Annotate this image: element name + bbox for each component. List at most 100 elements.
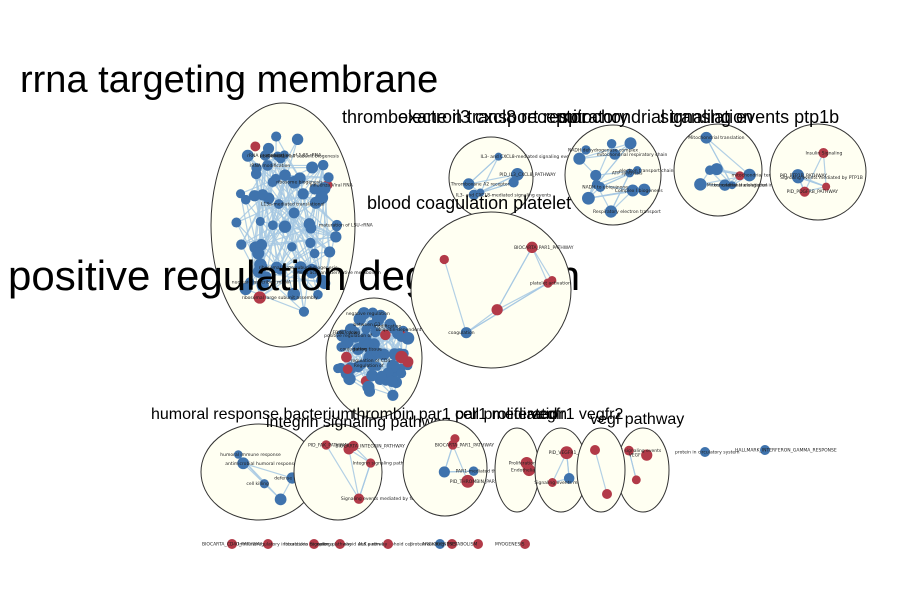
gene-set-node[interactable]	[625, 168, 635, 178]
gene-set-node[interactable]	[361, 324, 371, 334]
gene-set-node[interactable]	[606, 139, 617, 149]
gene-set-node[interactable]	[387, 389, 399, 401]
gene-set-node[interactable]	[396, 368, 407, 379]
gene-set-node[interactable]	[343, 443, 355, 455]
gene-set-node[interactable]	[324, 246, 336, 258]
gene-set-node[interactable]	[581, 145, 591, 155]
gene-set-node[interactable]	[439, 254, 449, 265]
gene-set-node[interactable]	[309, 196, 322, 209]
singleton-node[interactable]: Immunoregulatory interactions between a …	[238, 539, 413, 549]
gene-set-node[interactable]	[760, 445, 770, 455]
gene-set-node[interactable]	[305, 237, 316, 249]
gene-set-node[interactable]	[547, 276, 557, 285]
gene-set-node[interactable]	[305, 263, 319, 277]
gene-set-node[interactable]	[491, 304, 503, 316]
singleton-node[interactable]: HALLMARK_INTERFERON_GAMMA_RESPONSE	[735, 445, 837, 455]
gene-set-node[interactable]	[799, 186, 810, 197]
cluster-signaling[interactable]: Signaling events mediated by PTP1BPID_PT…	[660, 107, 867, 221]
gene-set-node[interactable]	[317, 159, 329, 171]
gene-set-node[interactable]	[309, 248, 320, 259]
gene-set-node[interactable]	[563, 473, 575, 484]
singleton-node[interactable]: Signaling pathway	[310, 539, 352, 549]
gene-set-node[interactable]	[234, 450, 243, 459]
gene-set-node[interactable]	[255, 216, 265, 226]
gene-set-node[interactable]	[309, 539, 319, 549]
gene-set-node[interactable]	[309, 184, 320, 195]
gene-set-node[interactable]	[287, 242, 297, 252]
gene-set-node[interactable]	[330, 231, 342, 243]
gene-set-node[interactable]	[476, 188, 485, 197]
gene-set-node[interactable]	[275, 264, 286, 275]
gene-set-node[interactable]	[273, 199, 284, 209]
cluster-humoral[interactable]: defense response to bacteriumantimicrobi…	[151, 406, 354, 521]
gene-set-node[interactable]	[450, 434, 460, 444]
cluster-mito[interactable]: Mitochondrial translational initiationtr…	[558, 107, 790, 217]
gene-set-node[interactable]	[365, 458, 376, 468]
gene-set-node[interactable]	[508, 177, 519, 188]
gene-set-node[interactable]	[287, 287, 301, 301]
gene-set-node[interactable]	[252, 247, 265, 260]
gene-set-node[interactable]	[318, 277, 331, 290]
gene-set-node[interactable]	[526, 241, 538, 254]
gene-set-node[interactable]	[294, 172, 306, 185]
gene-set-node[interactable]	[267, 220, 278, 231]
gene-set-node[interactable]	[573, 152, 586, 165]
gene-set-node[interactable]	[633, 166, 642, 175]
gene-set-node[interactable]	[694, 178, 707, 191]
gene-set-node[interactable]	[624, 137, 637, 150]
gene-set-node[interactable]	[239, 282, 252, 296]
singleton-node[interactable]: METABOLISM	[448, 539, 483, 549]
gene-set-node[interactable]	[380, 329, 391, 341]
gene-set-node[interactable]	[435, 539, 445, 549]
gene-set-node[interactable]	[336, 342, 347, 352]
gene-set-node[interactable]	[237, 457, 250, 470]
gene-set-node[interactable]	[822, 182, 831, 191]
cluster-electron[interactable]: electron transport chain NADH to ubiquino…	[398, 107, 674, 226]
gene-set-node[interactable]	[392, 328, 404, 340]
cluster-rrna[interactable]: maturation of LSU-rRNA ribosomal large su…	[20, 59, 438, 348]
gene-set-node[interactable]	[735, 171, 745, 181]
gene-set-node[interactable]	[274, 493, 287, 506]
singleton-node[interactable]: BIOCARTA_CD40_PATHWAY	[202, 539, 263, 549]
gene-set-node[interactable]	[371, 313, 385, 327]
gene-set-node[interactable]	[298, 306, 310, 317]
singleton-node[interactable]: MYOGENESIS	[495, 539, 530, 549]
gene-set-node[interactable]	[248, 190, 261, 202]
gene-set-node[interactable]	[323, 172, 334, 183]
gene-set-node[interactable]	[278, 220, 292, 233]
gene-set-node[interactable]	[262, 160, 273, 171]
gene-set-node[interactable]	[383, 539, 393, 549]
gene-set-node[interactable]	[384, 318, 396, 330]
gene-set-node[interactable]	[743, 168, 756, 182]
cluster-integrin[interactable]: Signaling events mediated by focal adhes…	[266, 414, 458, 521]
gene-set-node[interactable]	[602, 489, 612, 499]
gene-set-node[interactable]	[641, 449, 653, 461]
gene-set-node[interactable]	[582, 191, 595, 205]
gene-set-node[interactable]	[236, 239, 247, 250]
singleton-node[interactable]: ANGIOGENESIS	[422, 539, 457, 549]
gene-set-node[interactable]	[468, 466, 479, 476]
gene-set-node[interactable]	[386, 375, 398, 388]
gene-set-node[interactable]	[376, 370, 387, 381]
gene-set-node[interactable]	[494, 152, 503, 161]
gene-set-node[interactable]	[791, 169, 805, 182]
gene-set-node[interactable]	[342, 364, 353, 375]
gene-set-node[interactable]	[305, 222, 317, 234]
gene-set-node[interactable]	[818, 148, 829, 159]
gene-set-node[interactable]	[259, 479, 269, 489]
gene-set-node[interactable]	[333, 363, 343, 374]
gene-set-node[interactable]	[288, 207, 300, 219]
gene-set-node[interactable]	[710, 163, 723, 176]
gene-set-node[interactable]	[271, 131, 282, 142]
gene-set-node[interactable]	[297, 188, 309, 200]
gene-set-node[interactable]	[520, 539, 530, 549]
gene-set-node[interactable]	[353, 312, 367, 326]
gene-set-node[interactable]	[253, 291, 266, 304]
gene-set-node[interactable]	[700, 131, 713, 144]
gene-set-node[interactable]	[395, 350, 408, 364]
gene-set-node[interactable]	[604, 205, 618, 218]
gene-set-node[interactable]	[250, 168, 262, 180]
gene-set-node[interactable]	[361, 339, 374, 352]
gene-set-node[interactable]	[590, 445, 600, 455]
